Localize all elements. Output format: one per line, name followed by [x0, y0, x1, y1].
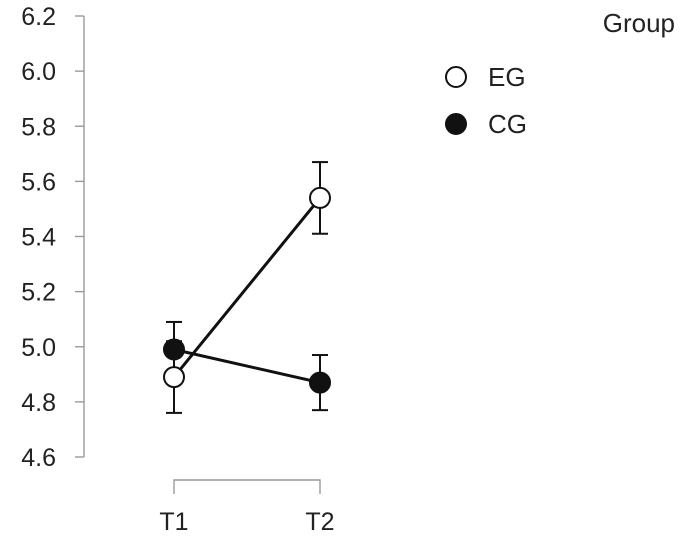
data-point-eg [163, 366, 185, 389]
legend-marker-cg [445, 113, 467, 135]
y-tick-label: 4.6 [21, 444, 56, 472]
legend-marker-eg [445, 66, 467, 88]
y-tick-label: 5.2 [21, 279, 56, 307]
legend-title: Group [603, 8, 675, 38]
x-tick-label: T2 [305, 508, 334, 536]
y-axis: 4.6 4.8 5.0 5.2 5.4 5.6 5.8 6.0 6.2 [21, 3, 85, 472]
x-axis: T1 T2 [159, 479, 335, 536]
y-tick-label: 4.8 [21, 389, 56, 417]
legend-label-eg: EG [488, 62, 526, 92]
y-tick-label: 6.0 [21, 58, 56, 86]
y-tick-label: 6.2 [21, 3, 56, 31]
data-point-cg [309, 371, 331, 394]
legend-label-cg: CG [488, 109, 527, 139]
y-tick-label: 5.0 [21, 334, 56, 362]
x-tick-label: T1 [159, 508, 188, 536]
y-tick-label: 5.4 [21, 224, 56, 252]
legend: Group EG CG [445, 8, 675, 139]
data-point-eg [309, 186, 331, 209]
series-line-eg [172, 196, 322, 379]
series-line-cg [173, 348, 321, 385]
plot-area [163, 161, 331, 414]
data-point-cg [163, 338, 185, 361]
y-tick-label: 5.8 [21, 113, 56, 141]
x-axis-line [173, 479, 321, 494]
y-tick-label: 5.6 [21, 168, 56, 196]
